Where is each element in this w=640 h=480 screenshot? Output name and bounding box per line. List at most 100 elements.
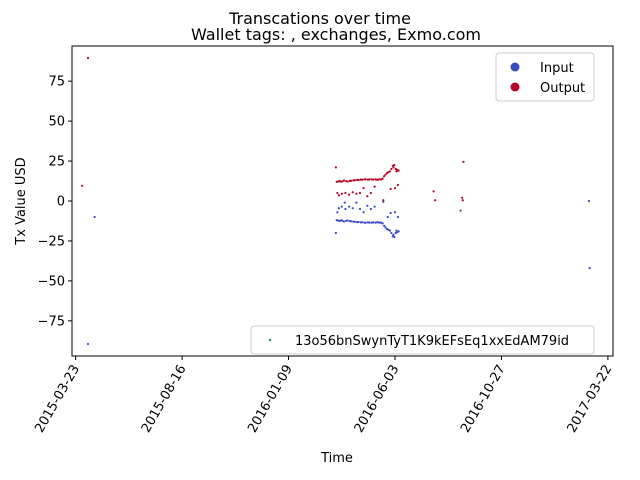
point-input [358,207,362,211]
point-output [393,163,396,167]
point-output [357,179,360,182]
y-tick-label: 0 [57,195,65,210]
point-input [342,220,346,223]
y-tick-label: −25 [38,234,65,249]
point-output [344,191,347,195]
x-tick-label: 2015-03-23 [32,363,83,436]
point-output [337,194,340,197]
point-output [382,199,385,202]
point-output [372,178,375,181]
point-input [381,222,384,225]
point-output [383,175,386,178]
point-output [334,166,337,169]
point-input [390,231,393,235]
point-input [388,229,391,232]
point-output [381,177,384,180]
point-output [351,191,354,194]
y-tick-label: −75 [38,314,65,329]
x-axis: 2015-03-23 2015-08-16 2016-01-09 2016-06-03… [32,356,615,435]
point-output [434,199,437,202]
legend-top-frame [495,52,595,102]
point-output [336,191,339,195]
point-input [384,226,387,229]
legend-top: Input Output [495,52,595,102]
point-output [388,170,391,173]
y-tick-label: −50 [38,274,65,289]
legend-label-output: Output [540,81,585,96]
plot-points [81,56,591,346]
y-tick-label: 25 [48,155,65,170]
point-output [353,179,356,182]
point-input [588,267,591,270]
point-input [373,205,376,208]
point-output [384,173,387,176]
point-input [348,205,351,208]
point-input [393,235,396,239]
point-output [364,178,367,181]
point-input [93,215,96,219]
legend-label-input: Input [540,61,574,76]
y-axis: −75 −50 −25 0 25 50 75 [38,75,72,329]
point-output [389,187,392,191]
point-output [373,185,376,188]
legend-label-address: 13o56bnSwynTyT1K9kEFsEq1xxEdAM79id [295,334,569,349]
point-output [390,167,393,171]
point-input [357,220,360,223]
point-output [81,184,84,187]
point-input [587,199,591,203]
point-input [372,221,375,224]
point-input [397,230,400,233]
legend-bottom-frame [250,325,595,355]
point-input [343,201,346,204]
point-input [386,215,389,219]
point-output [397,169,400,172]
chart-title: Transcations over time [228,9,411,28]
point-output [346,180,349,183]
point-output [369,191,372,195]
point-output [368,178,371,181]
y-axis-label: Tx Value USD [14,157,29,245]
point-output [340,192,343,195]
point-input [86,342,90,346]
point-output [432,190,435,193]
point-output [355,192,358,195]
point-input [392,233,395,236]
chart-subtitle: Wallet tags: , exchanges, Exmo.com [191,25,481,44]
point-input [346,219,349,222]
point-output [462,160,465,163]
legend-marker-input [510,62,520,72]
point-output [366,195,369,198]
point-input [350,220,353,223]
point-output [358,191,362,195]
y-tick-label: 75 [48,75,65,90]
point-input [389,211,392,215]
point-output [362,187,365,190]
point-input [353,220,356,223]
point-input [369,207,372,211]
point-output [393,187,397,190]
point-output [350,179,353,182]
x-tick-label: 2016-01-09 [245,363,296,436]
x-tick-label: 2017-03-22 [565,363,616,436]
point-input [366,204,369,207]
x-axis-label: Time [320,451,353,466]
point-input [337,207,340,210]
point-input [382,200,385,203]
point-input [364,221,367,224]
point-input [334,231,337,235]
x-tick-label: 2016-06-03 [352,363,403,436]
point-output [348,193,351,196]
point-input [340,205,343,208]
point-output [342,179,346,182]
point-input [344,207,347,211]
legend-marker-output [510,82,520,92]
x-tick-label: 2016-10-27 [458,363,509,436]
point-input [393,211,397,214]
y-tick-label: 50 [48,115,65,130]
point-input [361,221,364,224]
point-output [461,196,464,199]
point-output [86,56,90,60]
x-tick-label: 2015-08-16 [139,363,190,436]
point-input [362,211,365,214]
point-input [383,224,386,227]
